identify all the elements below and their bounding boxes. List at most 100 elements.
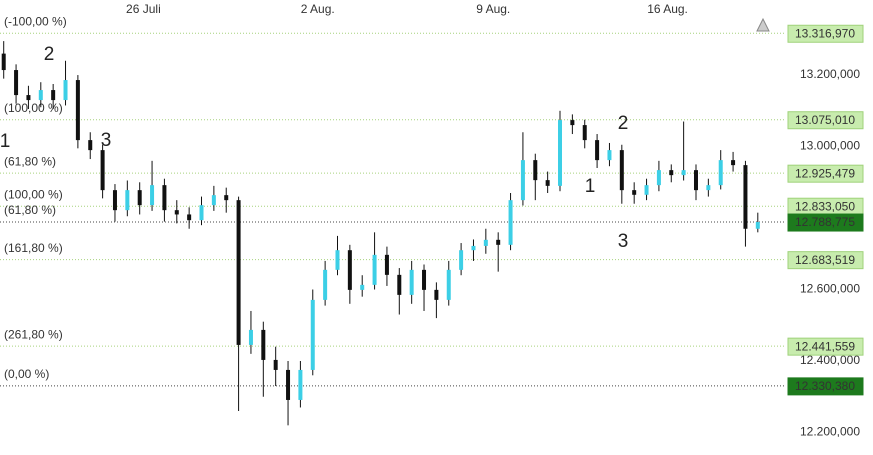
candle-body: [14, 70, 19, 96]
candle-body: [88, 140, 93, 151]
candle-body: [38, 90, 43, 101]
x-tick-label: 2 Aug.: [301, 2, 335, 16]
candle-body: [63, 80, 68, 101]
candle-body: [718, 160, 723, 186]
candle-body: [595, 140, 600, 161]
candle-body: [644, 185, 649, 195]
candle-body: [409, 269, 414, 295]
fib-label: (100,00 %): [4, 187, 63, 201]
candle-body: [434, 289, 439, 300]
level-box: [787, 337, 864, 356]
candle-body: [558, 120, 563, 186]
candle-body: [582, 125, 587, 141]
candle-body: [533, 160, 538, 181]
candle-body: [261, 329, 266, 360]
y-tick-label: 12.400,000: [800, 353, 860, 367]
candle-body: [397, 274, 402, 295]
candle-body: [26, 95, 31, 101]
candle-body: [224, 195, 229, 201]
fib-label: (-100,00 %): [4, 14, 67, 28]
level-box: [787, 251, 864, 270]
candle-body: [273, 359, 278, 370]
candle-body: [508, 200, 513, 245]
y-tick-label: 12.200,000: [800, 425, 860, 439]
level-box: [787, 377, 864, 396]
candle-body: [520, 160, 525, 201]
candle-body: [459, 250, 464, 270]
level-label: 12.788,775: [795, 215, 855, 229]
candle-body: [1, 53, 6, 71]
fib-label: (261,80 %): [4, 327, 63, 341]
candle-body: [51, 90, 56, 101]
candle-body: [656, 170, 661, 186]
wave-label: 1: [585, 176, 596, 197]
candle-body: [236, 200, 241, 345]
candle-body: [632, 190, 637, 195]
candle-body: [286, 369, 291, 400]
candle-body: [137, 190, 142, 206]
candle-body: [100, 150, 105, 191]
candle-body: [681, 170, 686, 176]
candle-body: [174, 210, 179, 215]
candle-body: [347, 250, 352, 290]
level-label: 13.075,010: [795, 113, 855, 127]
candle-body: [187, 214, 192, 221]
level-box: [787, 164, 864, 183]
level-label: 13.316,970: [795, 26, 855, 40]
candle-body: [384, 254, 389, 275]
candle-body: [706, 185, 711, 191]
level-box: [787, 213, 864, 232]
scroll-icon[interactable]: [756, 17, 770, 32]
candle-body: [483, 239, 488, 246]
candle-body: [422, 269, 427, 290]
fib-label: (61,80 %): [4, 203, 56, 217]
candle-body: [570, 120, 575, 126]
candle-body: [545, 180, 550, 186]
wave-label: 1: [0, 131, 10, 152]
candle-body: [112, 190, 117, 211]
candle-body: [310, 299, 315, 370]
level-box: [787, 111, 864, 130]
y-tick-label: 12.600,000: [800, 282, 860, 296]
wave-label: 3: [101, 130, 112, 151]
level-box: [787, 24, 864, 43]
level-label: 12.683,519: [795, 253, 855, 267]
candle-body: [619, 150, 624, 191]
fib-label: (161,80 %): [4, 241, 63, 255]
candle-body: [755, 222, 760, 229]
candle-body: [607, 150, 612, 161]
level-label: 12.441,559: [795, 339, 855, 353]
wave-label: 2: [618, 113, 629, 134]
fib-label: (61,80 %): [4, 154, 56, 168]
level-label: 12.833,050: [795, 199, 855, 213]
candle-body: [731, 160, 736, 166]
level-label: 12.925,479: [795, 166, 855, 180]
candle-body: [360, 284, 365, 290]
wave-label: 2: [44, 44, 55, 65]
candle-body: [471, 245, 476, 251]
y-tick-label: 13.200,000: [800, 67, 860, 81]
candle-body: [372, 254, 377, 285]
candle-body: [150, 185, 155, 206]
fib-label: (0,00 %): [4, 367, 49, 381]
candle-body: [75, 80, 80, 141]
fib-label: (100,00 %): [4, 101, 63, 115]
level-label: 12.330,380: [795, 379, 855, 393]
candle-body: [162, 185, 167, 211]
candle-body: [669, 170, 674, 176]
candle-body: [496, 239, 501, 245]
candle-body: [693, 170, 698, 191]
candle-body: [323, 269, 328, 300]
candle-body: [298, 369, 303, 400]
x-tick-label: 26 Juli: [126, 2, 161, 16]
wave-label: 3: [618, 231, 629, 252]
x-tick-label: 16 Aug.: [647, 2, 688, 16]
candle-body: [446, 269, 451, 300]
candle-body: [199, 205, 204, 221]
candle-body: [125, 190, 130, 211]
y-tick-label: 13.000,000: [800, 139, 860, 153]
candle-body: [211, 195, 216, 206]
candle-body: [248, 329, 253, 345]
candle-body: [743, 165, 748, 229]
